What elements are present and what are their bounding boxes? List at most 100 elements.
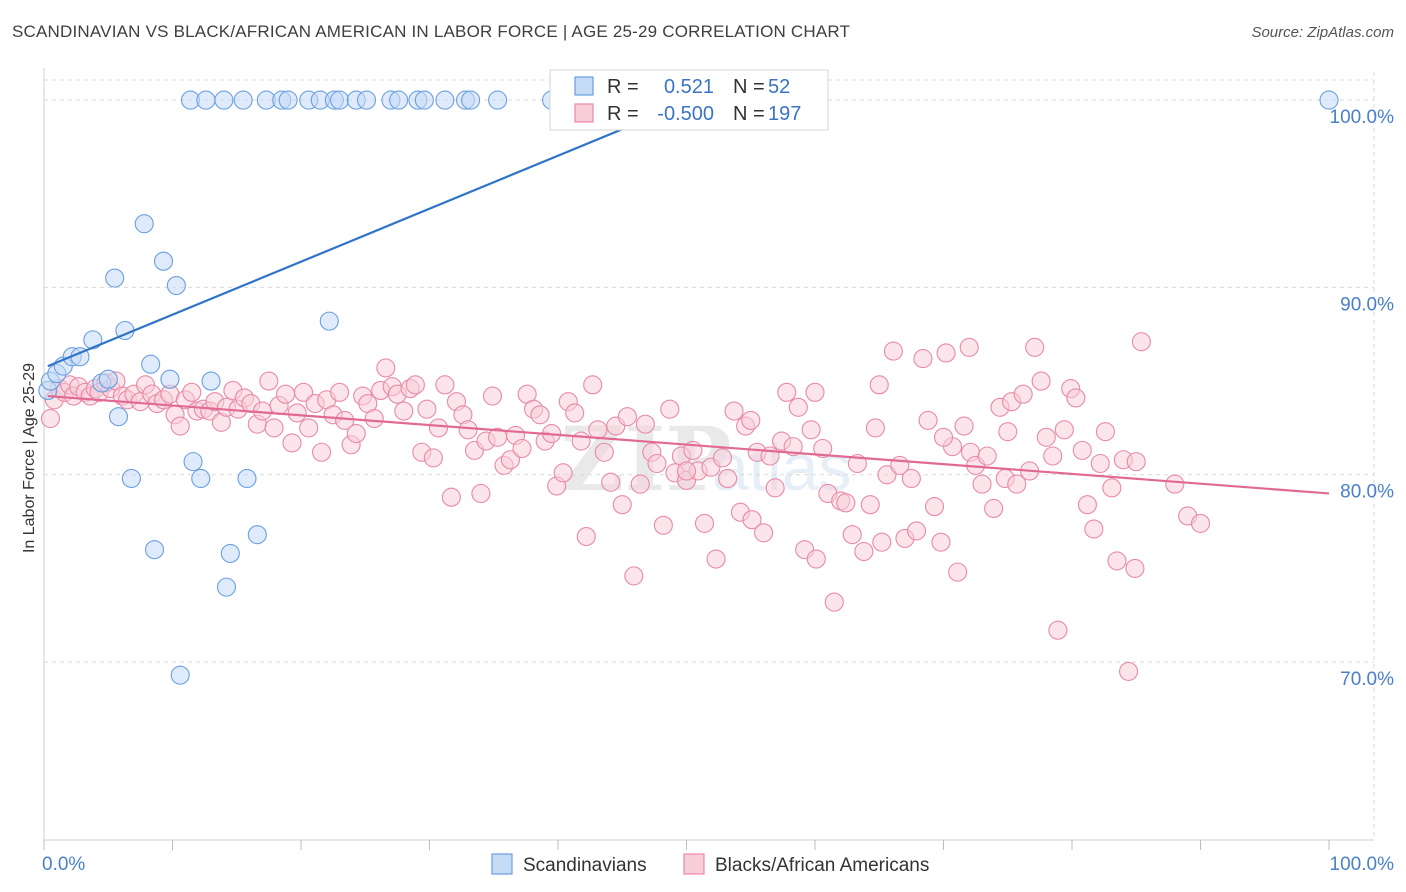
point-black-african-american — [805, 382, 825, 402]
point-black-african-american — [312, 442, 332, 462]
point-black-african-american — [376, 358, 396, 378]
point-black-african-american — [724, 401, 744, 421]
point-black-african-american — [824, 592, 844, 612]
point-black-african-american — [712, 448, 733, 468]
point-black-african-american — [482, 386, 503, 406]
point-black-african-american — [869, 375, 889, 395]
bottom-legend: Scandinavians Blacks/African Americans — [491, 853, 929, 876]
point-scandinavian — [414, 90, 434, 110]
point-black-african-american — [972, 474, 992, 494]
point-black-african-american — [630, 474, 650, 494]
point-scandinavian — [183, 452, 203, 472]
point-black-african-american — [1090, 453, 1110, 474]
point-black-african-american — [1048, 620, 1068, 640]
point-black-african-american — [588, 420, 608, 440]
point-black-african-american — [1095, 422, 1115, 442]
y-tick-label: 100.0% — [1330, 107, 1395, 128]
point-black-african-american — [405, 375, 425, 395]
point-black-african-american — [854, 541, 874, 562]
point-black-african-american — [624, 566, 644, 586]
point-scandinavian — [435, 90, 455, 110]
legend-swatch-pink — [574, 103, 594, 123]
x-tick-label-0: 0.0% — [42, 854, 85, 875]
point-black-african-american — [813, 438, 833, 459]
point-black-african-american — [694, 513, 715, 533]
legend-n-value-2: 197 — [768, 103, 801, 125]
x-tick-label-100: 100.0% — [1330, 854, 1395, 875]
point-black-african-american — [1084, 519, 1104, 539]
point-black-african-american — [428, 418, 449, 438]
point-black-african-american — [565, 403, 585, 423]
point-scandinavian — [166, 275, 186, 296]
point-black-african-american — [594, 442, 614, 462]
point-black-african-american — [635, 414, 655, 434]
point-scandinavian — [488, 90, 508, 110]
point-black-african-american — [913, 349, 933, 369]
bottom-legend-swatch-blue — [491, 853, 513, 875]
point-black-african-american — [576, 526, 596, 547]
point-black-african-american — [872, 532, 892, 552]
bottom-legend-label-2: Blacks/African Americans — [715, 855, 929, 876]
point-black-african-american — [1125, 558, 1145, 578]
point-black-african-american — [1066, 388, 1086, 408]
point-black-african-american — [676, 461, 697, 481]
point-scandinavian — [201, 371, 221, 391]
point-scandinavian — [216, 577, 237, 597]
point-scandinavian — [356, 90, 377, 110]
point-black-african-american — [471, 483, 491, 504]
point-black-african-american — [571, 431, 591, 451]
point-black-african-american — [883, 341, 903, 361]
point-scandinavian — [233, 90, 253, 110]
point-black-african-american — [865, 418, 885, 438]
legend-n-label-2: N = — [733, 103, 765, 125]
point-black-african-american — [1102, 478, 1122, 498]
point-black-african-american — [901, 468, 921, 489]
point-black-african-american — [458, 420, 478, 440]
point-scandinavian — [214, 90, 234, 110]
source-label: Source: ZipAtlas.com — [1251, 24, 1394, 41]
point-black-african-american — [394, 401, 414, 421]
point-black-african-american — [259, 371, 279, 391]
chart-title: SCANDINAVIAN VS BLACK/AFRICAN AMERICAN I… — [12, 22, 851, 41]
point-scandinavian — [144, 540, 165, 560]
point-black-african-american — [765, 478, 785, 498]
axes — [43, 68, 1374, 850]
point-black-african-american — [1072, 440, 1092, 460]
top-legend: R = 0.521 N = 52 R = -0.500 N = 197 — [549, 69, 829, 131]
series-scandinavians — [38, 90, 1339, 685]
point-black-african-american — [264, 418, 284, 438]
point-black-african-american — [777, 382, 797, 402]
point-black-african-american — [647, 453, 667, 474]
point-black-african-american — [1036, 427, 1056, 447]
point-black-african-american — [299, 418, 319, 438]
point-black-african-american — [170, 416, 190, 436]
legend-r-label-2: R = — [607, 103, 639, 125]
point-scandinavian — [329, 90, 350, 110]
trend-lines — [47, 99, 1330, 495]
y-tick-label: 80.0% — [1340, 482, 1394, 503]
point-black-african-american — [441, 487, 461, 507]
point-black-african-american — [512, 438, 532, 459]
point-black-african-american — [783, 437, 803, 457]
y-tick-label: 90.0% — [1340, 294, 1394, 315]
point-black-african-american — [1054, 420, 1074, 440]
trend-line-scandinavians — [47, 99, 694, 368]
point-black-african-american — [182, 382, 202, 402]
point-black-african-american — [959, 337, 979, 357]
point-scandinavian — [160, 369, 180, 389]
point-black-african-american — [1025, 337, 1045, 357]
point-black-african-american — [936, 343, 956, 363]
point-black-african-american — [998, 422, 1018, 442]
point-scandinavian — [134, 214, 154, 234]
point-scandinavian — [461, 90, 481, 110]
point-black-african-american — [1043, 446, 1063, 466]
point-black-african-american — [977, 446, 997, 466]
point-black-african-american — [918, 410, 938, 430]
legend-r-value-2: -0.500 — [657, 103, 714, 125]
point-black-african-american — [1107, 551, 1127, 571]
point-black-african-american — [276, 384, 296, 404]
point-black-african-american — [601, 472, 621, 492]
point-black-african-american — [836, 493, 856, 513]
legend-r-value-1: 0.521 — [664, 76, 714, 98]
